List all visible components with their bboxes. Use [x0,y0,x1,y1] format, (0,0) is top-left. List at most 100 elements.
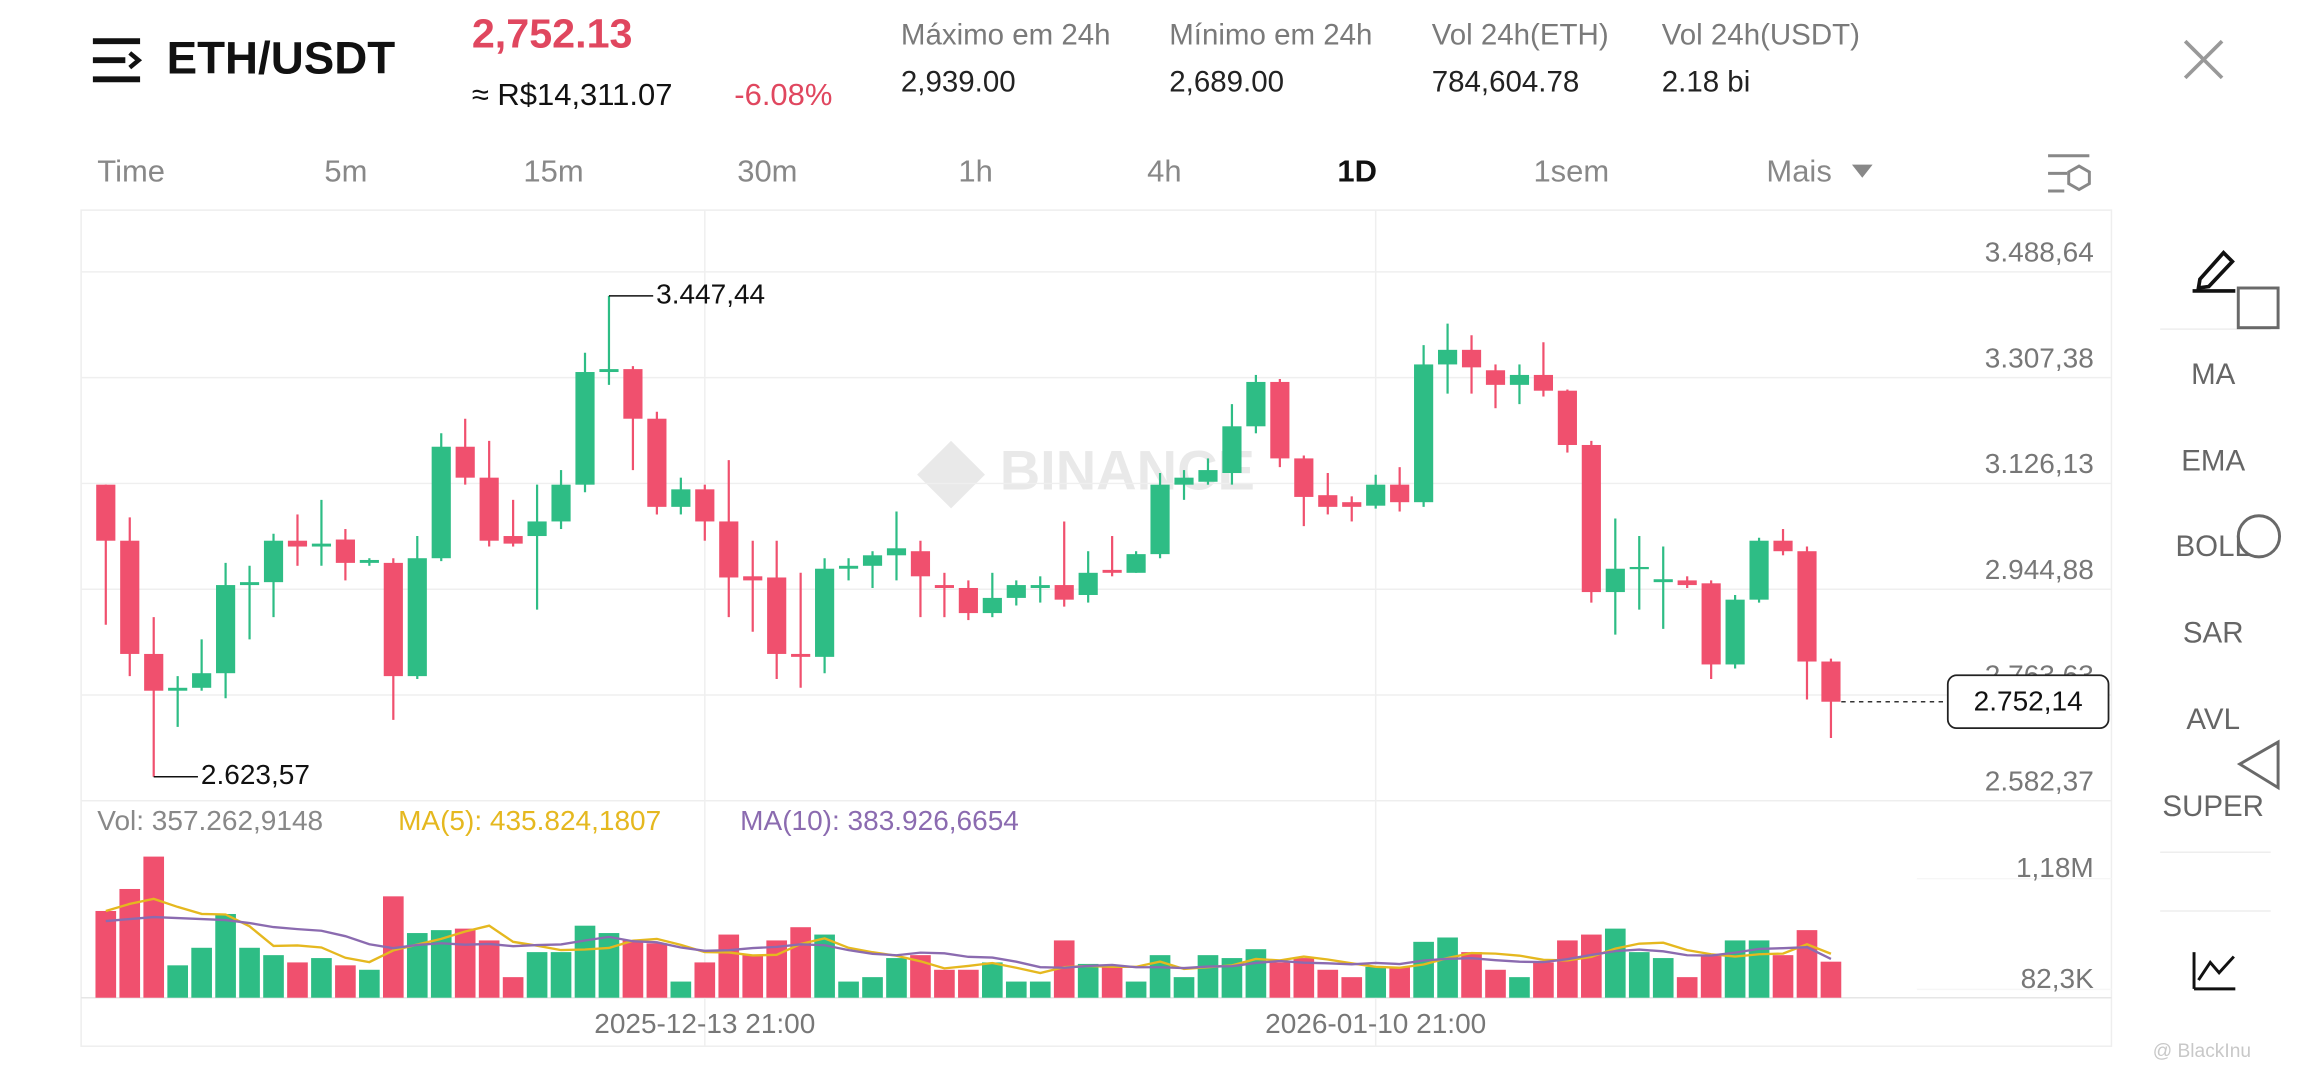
chart-settings-icon[interactable] [2048,154,2091,193]
pair[interactable]: ETH/USDT [167,33,396,84]
volume-bar [622,940,644,998]
timeframe-tab[interactable]: 1D [1337,154,1377,189]
candle-body [263,540,284,583]
volume-bar [1101,966,1123,998]
volume-bar [1365,966,1387,998]
chart-icon[interactable] [2197,955,2235,981]
volume-bar [742,955,764,998]
watermark-text: BINANCE [1000,438,1255,501]
volume-bar [1005,981,1027,998]
candle-body [791,653,811,657]
volume-legend: Vol: 357.262,9148 [97,805,323,836]
candle-body [144,653,164,691]
ma-line [105,897,1832,975]
volume-bar [598,933,620,998]
stat-label: Máximo em 24h [901,19,1111,52]
candle-body [383,562,403,677]
volume-bar [766,940,788,998]
volume-bar [1557,940,1578,998]
indicator-button[interactable]: EMA [2181,445,2245,478]
volume-bar [862,977,883,998]
candle-body [192,673,212,688]
volume-bar [886,958,907,998]
nav-overlay [2236,286,2282,791]
volume-bar [1509,977,1530,998]
volume-bar [790,927,811,998]
candle-body [671,489,691,507]
indicator-button[interactable]: AVL [2186,703,2240,736]
candle-body [1485,370,1506,385]
volume-bar [143,856,165,998]
volume-bar [430,930,452,998]
candle-body [239,582,260,586]
volume-bar [406,933,428,998]
indicator-button[interactable]: SUPER [2162,790,2264,823]
nav-back[interactable] [2236,739,2280,791]
change: -6.08% [734,77,832,112]
timeframe-tab[interactable]: 5m [324,154,367,189]
volume-tick-label: 1,18M [2016,852,2094,883]
volume-bar [1461,952,1482,998]
timeframe-tab[interactable]: 15m [523,154,583,189]
volume-bar [1772,955,1794,998]
y-tick-label: 3.488,64 [1985,237,2094,268]
volume-bar [263,955,284,998]
candle-body [910,551,931,577]
candle-body [743,576,763,581]
candle-body [1773,540,1793,552]
candle-body [719,521,739,578]
close-button[interactable] [2183,39,2224,80]
volume-bar [1245,949,1267,998]
candle-body [551,484,571,522]
candle-body [958,587,978,614]
candle-body [1797,551,1817,662]
candle-body [647,418,667,507]
candle-body [1677,580,1697,586]
volume-bar [1173,977,1195,998]
candle-body [431,446,451,559]
volume-bar [287,962,308,998]
candle-body [1366,484,1386,506]
legend-entry: MA(10): 383.926,6654 [740,805,1019,836]
stat-value: 784,604.78 [1432,66,1580,99]
chart-frame [80,209,2113,1047]
volume-bar [1820,961,1842,998]
stat-value: 2,939.00 [901,66,1016,99]
volume-bar [359,969,380,998]
volume-bar [167,965,188,998]
candle-body [503,536,523,544]
timeframe-tab[interactable]: 1h [958,154,992,189]
candle-body [335,539,355,563]
candle-body [455,446,475,478]
timeframe-tab[interactable]: Mais [1766,154,1831,189]
volume-bar [1437,937,1458,998]
candle-body [407,558,427,677]
candle-body [1126,554,1146,573]
indicator-button[interactable]: MA [2191,358,2236,391]
timeframe-tab[interactable]: 1sem [1533,154,1609,189]
indicator-button[interactable]: SAR [2183,617,2244,650]
nav-home[interactable] [2236,514,2282,559]
nav-recent[interactable] [2236,286,2280,330]
timeframe-tab[interactable]: Time [97,154,165,189]
ma-line [105,915,1832,970]
y-tick-label: 2.582,37 [1985,766,2094,797]
volume-bar [1676,977,1698,998]
y-tick-label: 2.944,88 [1985,554,2094,585]
extreme-label: 3.447,44 [656,278,765,309]
volume-bar [934,969,955,998]
y-tick-label: 3.126,13 [1985,448,2094,479]
timeframe-tab[interactable]: 4h [1147,154,1181,189]
volume-bar [1700,955,1722,998]
volume-bar [1796,930,1818,998]
draw-tool[interactable] [2192,250,2236,293]
candle-body [1246,381,1266,427]
menu-icon[interactable] [92,38,143,83]
candle-body [1270,381,1290,459]
indicator-button[interactable]: BOLL [2176,530,2251,563]
volume-bar [1029,981,1051,998]
candle-body [1533,374,1554,391]
volume-bar [670,981,692,998]
candle-body [359,559,379,563]
timeframe-tab[interactable]: 30m [737,154,797,189]
